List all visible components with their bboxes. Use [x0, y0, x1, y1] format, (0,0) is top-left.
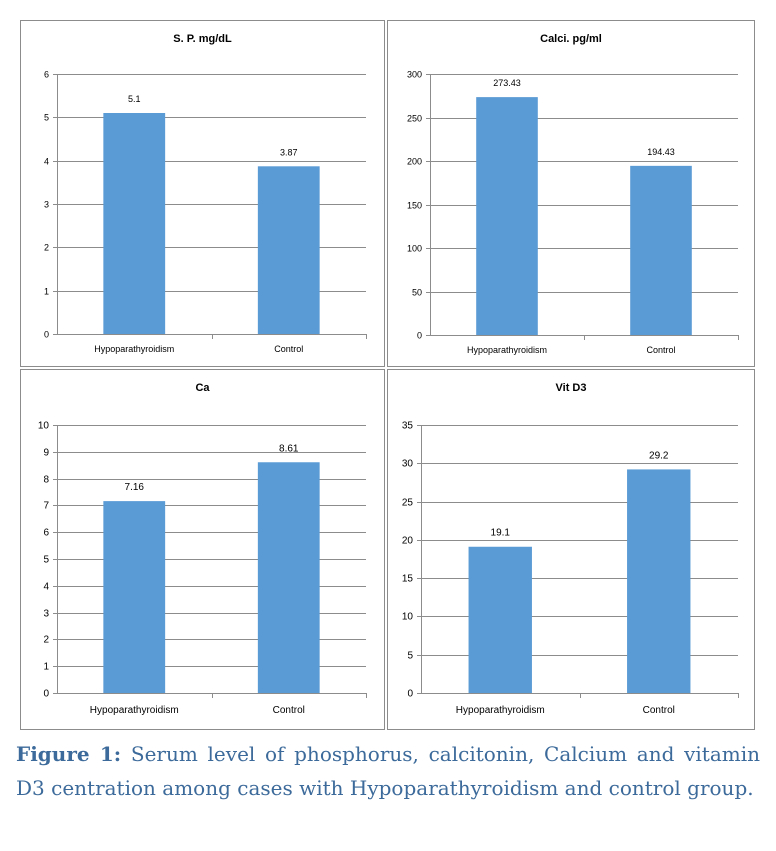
data-label: 7.16 — [125, 482, 145, 493]
y-tick-label: 2 — [44, 243, 49, 253]
chart-title: Ca — [195, 382, 210, 394]
y-tick-label: 6 — [43, 528, 49, 539]
y-tick-label: 2 — [43, 635, 49, 646]
y-tick-label: 10 — [402, 612, 414, 623]
category-label: Hypoparathyroidism — [90, 705, 179, 716]
chart-title: Calci. pg/ml — [540, 33, 602, 45]
y-tick-label: 200 — [407, 157, 422, 167]
bar — [257, 462, 320, 693]
chart-svg: 0 1 2 3 4 5 6 5.1 Hypoparathyroidism 3.87 Control — [44, 70, 367, 354]
chart-panel-calci: Calci. pg/ml 0 50 100 150 200 250 300 273.43 Hyp… — [387, 20, 755, 367]
y-tick-label: 0 — [417, 331, 422, 341]
bar — [627, 469, 691, 693]
caption-lead: Figure 1: — [16, 742, 122, 766]
data-label: 19.1 — [491, 528, 511, 539]
y-tick-label: 0 — [407, 689, 413, 700]
y-tick-label: 6 — [44, 70, 49, 80]
y-tick-label: 5 — [43, 555, 49, 566]
caption-text: Serum level of phosphorus, calcitonin, C… — [16, 742, 760, 800]
y-tick-label: 10 — [38, 421, 50, 432]
y-tick-label: 4 — [44, 157, 49, 167]
y-tick-label: 1 — [43, 662, 49, 673]
y-tick-label: 7 — [43, 501, 49, 512]
y-tick-label: 150 — [407, 201, 422, 211]
y-tick-label: 25 — [402, 498, 414, 509]
category-label: Hypoparathyroidism — [467, 345, 547, 355]
y-tick-label: 9 — [43, 448, 49, 459]
y-tick-label: 0 — [44, 330, 49, 340]
category-label: Hypoparathyroidism — [456, 705, 545, 716]
chart-panel-sp: S. P. mg/dL 0 1 2 3 4 5 6 5.1 Hypoparathyroidism… — [20, 20, 385, 367]
y-tick-label: 250 — [407, 114, 422, 124]
category-label: Control — [273, 705, 305, 716]
data-label: 8.61 — [279, 443, 299, 454]
chart-panel-vitd3: Vit D3 0 5 10 15 20 25 30 35 19.1 Hypoparathyroid… — [387, 369, 755, 730]
y-tick-label: 5 — [407, 651, 413, 662]
chart-title: Vit D3 — [555, 382, 587, 394]
y-tick-label: 3 — [44, 200, 49, 210]
y-tick-label: 1 — [44, 287, 49, 297]
chart-svg: 0 50 100 150 200 250 300 273.43 Hypoparathyroidi… — [407, 70, 739, 355]
chart-svg: 0 1 2 3 4 5 6 7 8 9 10 7.16 Hypoparathyroidism 8.61 Co… — [38, 421, 367, 716]
category-label: Control — [643, 705, 675, 716]
data-label: 3.87 — [280, 147, 298, 157]
y-tick-label: 8 — [43, 475, 49, 486]
y-tick-label: 30 — [402, 459, 414, 470]
y-tick-label: 5 — [44, 113, 49, 123]
y-tick-label: 0 — [43, 689, 49, 700]
y-tick-label: 300 — [407, 70, 422, 80]
chart-svg: 0 5 10 15 20 25 30 35 19.1 Hypoparathyroidism 29.2… — [402, 421, 739, 716]
category-label: Control — [646, 345, 675, 355]
category-label: Control — [274, 344, 303, 354]
chart-panel-ca: Ca 0 1 2 3 4 5 6 7 8 9 10 7.16 Hypoparathyroidism 8.6… — [20, 369, 385, 730]
data-label: 5.1 — [128, 94, 141, 104]
bar — [630, 165, 692, 335]
bar — [257, 166, 320, 334]
y-tick-label: 100 — [407, 244, 422, 254]
chart-title: S. P. mg/dL — [173, 33, 232, 45]
y-tick-label: 4 — [43, 582, 49, 593]
data-label: 194.43 — [647, 147, 675, 157]
y-tick-label: 3 — [43, 609, 49, 620]
bar — [103, 501, 166, 693]
y-tick-label: 35 — [402, 421, 414, 432]
bar — [103, 113, 166, 334]
data-label: 273.43 — [493, 78, 521, 88]
y-tick-label: 20 — [402, 536, 414, 547]
bar — [468, 546, 532, 693]
data-label: 29.2 — [649, 450, 669, 461]
figure-caption: Figure 1: Serum level of phosphorus, cal… — [16, 737, 760, 805]
y-tick-label: 15 — [402, 574, 414, 585]
category-label: Hypoparathyroidism — [94, 344, 174, 354]
bar — [476, 97, 538, 335]
y-tick-label: 50 — [412, 288, 422, 298]
